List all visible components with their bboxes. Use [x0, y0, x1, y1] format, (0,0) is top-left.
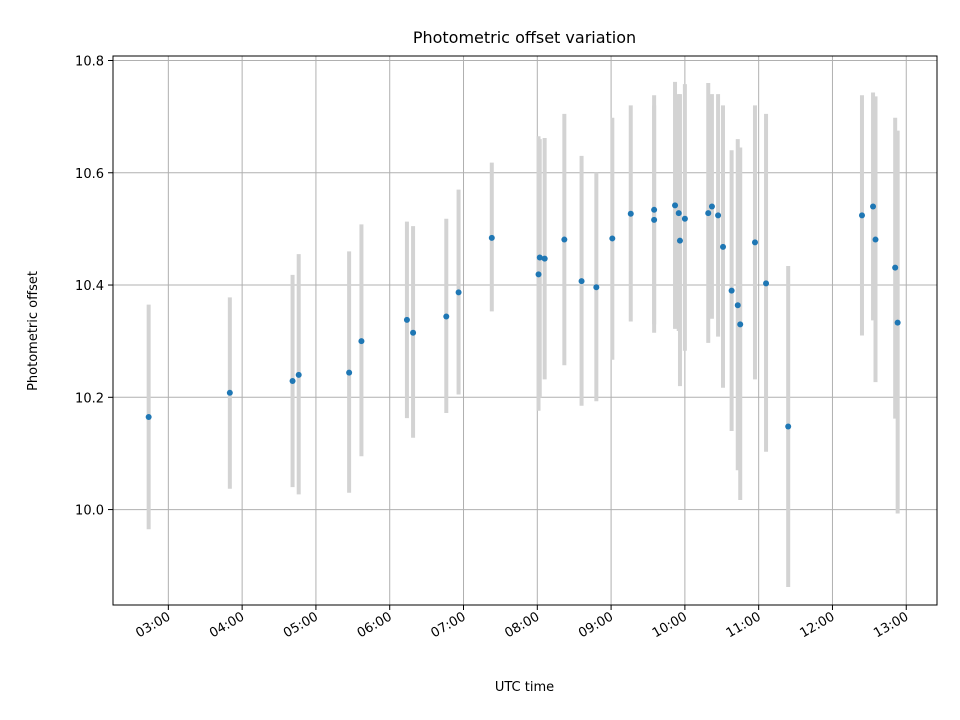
data-point [410, 329, 417, 336]
data-point [535, 271, 542, 278]
plot-frame [112, 55, 938, 606]
errorbar-layer [146, 81, 900, 588]
y-axis: 10.0 10.2 10.4 10.6 10.8 [75, 54, 113, 519]
data-point [785, 423, 792, 430]
data-point [226, 389, 233, 396]
x-tick-label: 08:00 [502, 609, 542, 641]
x-tick-label: 03:00 [133, 609, 173, 641]
data-point [894, 319, 901, 326]
data-point [705, 210, 712, 217]
data-point [751, 239, 758, 246]
grid-layer [113, 56, 937, 605]
data-point [858, 212, 865, 219]
data-point [145, 413, 152, 420]
data-point [737, 321, 744, 328]
y-axis-label: Photometric offset [26, 271, 41, 391]
data-point [593, 284, 600, 291]
x-tick-label: 09:00 [576, 609, 616, 641]
data-point [346, 369, 353, 376]
data-point [681, 215, 688, 222]
data-point [488, 234, 495, 241]
data-point [872, 236, 879, 243]
x-tick-label: 04:00 [207, 609, 247, 641]
x-axis-label: UTC time [495, 680, 554, 695]
x-tick-label: 06:00 [355, 609, 395, 641]
data-point [541, 255, 548, 262]
x-axis: 03:00 04:00 05:00 06:00 07:00 08:00 09:00 10:00… [133, 605, 911, 641]
data-point [403, 316, 410, 323]
data-point [892, 264, 899, 271]
data-point [289, 378, 296, 385]
data-point [443, 313, 450, 320]
data-point [734, 302, 741, 309]
data-point [578, 278, 585, 285]
x-tick-label: 07:00 [429, 609, 469, 641]
x-tick-label: 13:00 [871, 609, 911, 641]
data-point [455, 289, 462, 296]
x-tick-label: 10:00 [650, 609, 690, 641]
x-tick-label: 12:00 [798, 609, 838, 641]
x-tick-label: 11:00 [724, 609, 764, 641]
data-point [676, 237, 683, 244]
data-point [651, 206, 658, 213]
data-point [627, 210, 634, 217]
data-point [675, 210, 682, 217]
y-tick-label: 10.4 [75, 279, 104, 294]
y-tick-label: 10.2 [75, 391, 104, 406]
data-point [609, 235, 616, 242]
data-point [708, 203, 715, 210]
data-point [561, 236, 568, 243]
data-point [536, 254, 543, 261]
data-point [715, 212, 722, 219]
data-point [672, 202, 679, 209]
data-point [651, 216, 658, 223]
data-point [728, 287, 735, 294]
x-tick-label: 05:00 [281, 609, 321, 641]
y-tick-label: 10.6 [75, 167, 104, 182]
point-layer [145, 202, 901, 430]
y-tick-label: 10.0 [75, 504, 104, 519]
data-point [358, 338, 365, 345]
data-point [295, 371, 302, 378]
y-tick-label: 10.8 [75, 54, 104, 69]
chart-title: Photometric offset variation [413, 28, 636, 47]
data-point [870, 203, 877, 210]
data-point [763, 280, 770, 287]
data-point [720, 243, 727, 250]
